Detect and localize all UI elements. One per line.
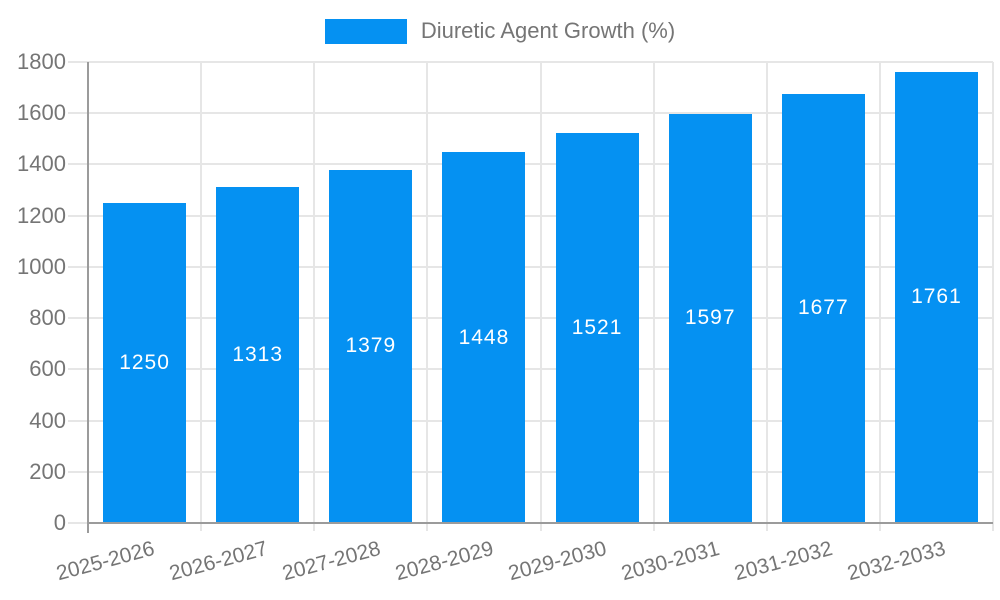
bar-value-label: 1250: [119, 350, 170, 374]
bar[interactable]: 1597: [668, 113, 752, 523]
y-tick-mark: [68, 522, 88, 524]
y-tick-mark: [68, 265, 88, 268]
bar-value-label: 1313: [232, 342, 284, 366]
y-tick-label: 200: [29, 458, 66, 484]
v-gridline: [426, 62, 429, 531]
v-gridline: [878, 62, 881, 531]
chart-legend: Diuretic Agent Growth (%): [0, 18, 1000, 44]
y-tick-mark: [68, 368, 88, 371]
y-tick-label: 800: [29, 305, 66, 331]
y-tick-mark: [68, 317, 88, 320]
bar-value-label: 1521: [571, 316, 623, 340]
bar-value-label: 1761: [911, 285, 962, 309]
legend-item-diuretic-agent-growth[interactable]: Diuretic Agent Growth (%): [324, 18, 676, 44]
y-tick-label: 400: [29, 407, 66, 433]
y-tick-mark: [68, 61, 88, 63]
bar[interactable]: 1761: [894, 71, 978, 523]
y-tick-label: 0: [53, 510, 66, 535]
bar-value-label: 1379: [345, 334, 397, 358]
y-tick-label: 1000: [17, 253, 66, 279]
v-gridline: [652, 62, 655, 531]
legend-swatch: [324, 18, 407, 44]
y-tick-label: 1400: [17, 151, 66, 177]
y-tick-mark: [68, 112, 88, 115]
bar[interactable]: 1521: [555, 133, 639, 523]
y-tick-label: 600: [29, 356, 66, 382]
bar-value-label: 1677: [797, 296, 849, 320]
bar-value-label: 1448: [458, 325, 510, 349]
y-axis-line: [87, 62, 89, 533]
bar[interactable]: 1250: [103, 202, 187, 523]
v-gridline: [992, 62, 994, 531]
y-tick-mark: [68, 214, 88, 217]
y-tick-mark: [68, 163, 88, 166]
v-gridline: [200, 62, 203, 531]
legend-label: Diuretic Agent Growth (%): [420, 18, 676, 43]
bar[interactable]: 1379: [329, 169, 413, 523]
bar[interactable]: 1677: [781, 93, 865, 523]
bar[interactable]: 1448: [442, 152, 526, 523]
bar[interactable]: 1313: [216, 186, 300, 523]
y-tick-mark: [68, 470, 88, 473]
y-tick-label: 1800: [17, 49, 66, 74]
bar-value-label: 1597: [684, 306, 736, 330]
y-tick-label: 1600: [17, 100, 66, 126]
y-tick-mark: [68, 419, 88, 422]
v-gridline: [313, 62, 316, 531]
v-gridline: [765, 62, 768, 531]
x-axis-line: [88, 522, 993, 524]
v-gridline: [539, 62, 542, 531]
y-tick-label: 1200: [17, 202, 66, 228]
